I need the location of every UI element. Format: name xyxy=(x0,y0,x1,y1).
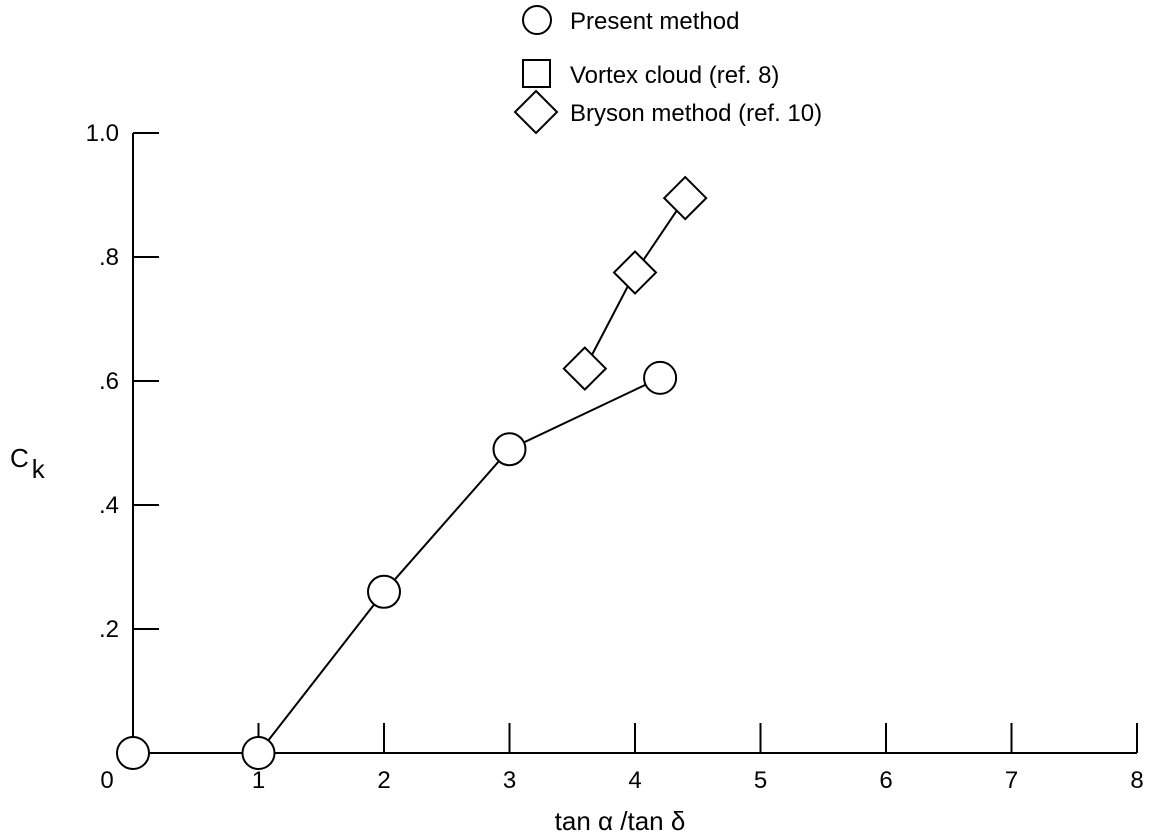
y-tick-label-.6: .6 xyxy=(99,368,119,395)
axes xyxy=(132,133,1137,754)
y-axis-title-main: C xyxy=(10,443,29,473)
x-tick-label-4: 4 xyxy=(628,767,641,794)
legend-marker-diamond-icon xyxy=(513,89,559,135)
legend-label-vortex-cloud: Vortex cloud (ref. 8) xyxy=(570,62,779,89)
data-point-diamond-0 xyxy=(562,346,608,392)
legend-marker-circle-icon xyxy=(522,5,552,35)
x-axis-title: tan α /tan δ xyxy=(555,806,686,836)
legend-label-present-method: Present method xyxy=(570,8,739,35)
x-tick-label-3: 3 xyxy=(503,767,516,794)
data-point-circle-0 xyxy=(116,736,150,770)
y-axis-title-subscript: k xyxy=(32,454,46,484)
series-markers xyxy=(116,175,708,770)
x-tick-label-6: 6 xyxy=(879,767,892,794)
tick-labels: 0 1 2 3 4 5 6 7 8 .2 .4 .6 .8 1.0 xyxy=(86,120,1144,794)
series-lines xyxy=(133,197,687,754)
data-point-circle-4 xyxy=(643,360,678,395)
data-point-diamond-2 xyxy=(662,175,708,221)
y-tick-label-.8: .8 xyxy=(99,244,119,271)
data-point-circle-2 xyxy=(367,574,401,609)
legend: Present method Vortex cloud (ref. 8) Bry… xyxy=(513,5,822,135)
x-tick-label-1: 1 xyxy=(252,767,265,794)
x-tick-label-7: 7 xyxy=(1005,767,1018,794)
x-tick-label-0: 0 xyxy=(100,767,113,794)
y-tick-label-1.0: 1.0 xyxy=(86,120,119,147)
data-point-diamond-1 xyxy=(612,250,658,295)
x-tick-label-5: 5 xyxy=(754,767,767,794)
data-point-circle-3 xyxy=(492,432,527,467)
series-line-0 xyxy=(133,376,661,754)
y-tick-label-.2: .2 xyxy=(99,616,119,643)
ticks xyxy=(133,132,1138,753)
data-point-circle-1 xyxy=(241,736,276,770)
x-tick-label-8: 8 xyxy=(1130,767,1143,794)
y-tick-label-.4: .4 xyxy=(99,492,119,519)
x-tick-label-2: 2 xyxy=(377,767,390,794)
legend-marker-square-icon xyxy=(522,59,551,88)
legend-label-bryson-method: Bryson method (ref. 10) xyxy=(570,100,822,127)
